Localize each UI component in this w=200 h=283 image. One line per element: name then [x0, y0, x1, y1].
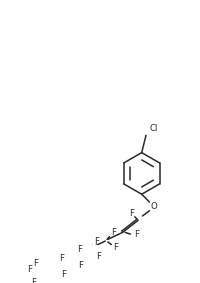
Text: F: F — [76, 245, 81, 254]
Text: O: O — [150, 202, 156, 211]
Text: F: F — [113, 243, 118, 252]
Text: F: F — [59, 254, 64, 263]
Text: F: F — [95, 252, 100, 261]
Text: F: F — [94, 237, 99, 246]
Text: F: F — [133, 230, 138, 239]
Text: F: F — [61, 269, 66, 278]
Text: F: F — [33, 259, 38, 268]
Text: F: F — [78, 261, 83, 270]
Text: F: F — [27, 265, 32, 274]
Text: F: F — [31, 278, 36, 283]
Text: F: F — [111, 228, 116, 237]
Text: F: F — [128, 209, 133, 218]
Text: Cl: Cl — [149, 124, 157, 133]
